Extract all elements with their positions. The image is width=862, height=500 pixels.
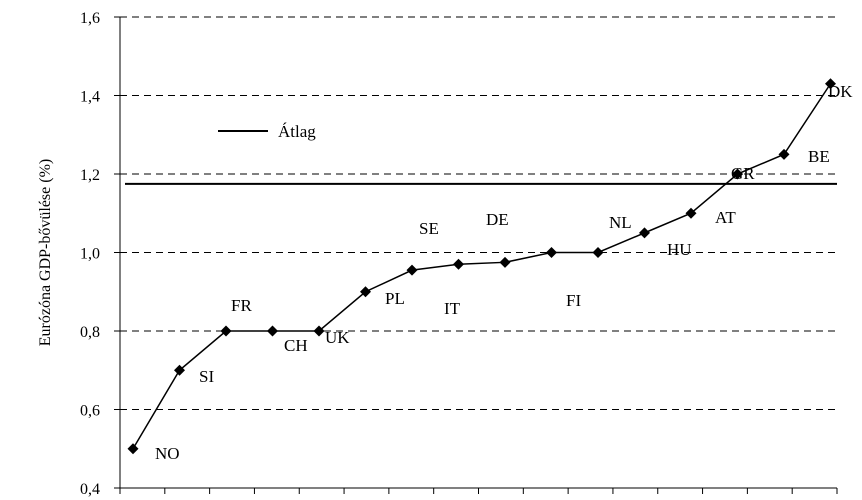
point-label-uk: UK bbox=[325, 328, 350, 347]
data-point-7 bbox=[453, 258, 464, 270]
legend-label: Átlag bbox=[278, 122, 316, 141]
data-point-2 bbox=[220, 325, 232, 337]
point-label-fi: FI bbox=[566, 291, 581, 310]
y-tick-label-0: 0,4 bbox=[80, 481, 100, 498]
data-point-6 bbox=[406, 264, 418, 276]
point-label-de: DE bbox=[486, 210, 509, 229]
y-tick-label-5: 1,4 bbox=[80, 89, 100, 106]
point-label-gr: GR bbox=[731, 164, 755, 183]
point-label-fr: FR bbox=[231, 296, 252, 315]
data-point-12 bbox=[685, 207, 697, 219]
point-label-ch: CH bbox=[284, 336, 308, 355]
y-tick-label-3: 1,0 bbox=[80, 246, 100, 263]
data-point-5 bbox=[360, 286, 371, 298]
data-point-1 bbox=[174, 364, 185, 376]
point-label-no: NO bbox=[155, 444, 180, 463]
data-point-3 bbox=[267, 325, 278, 337]
y-tick-label-2: 0,8 bbox=[80, 324, 100, 341]
data-point-4 bbox=[313, 325, 325, 337]
series-line bbox=[132, 83, 832, 450]
y-tick-label-4: 1,2 bbox=[80, 167, 100, 184]
point-label-dk: DK bbox=[828, 82, 853, 101]
data-point-11 bbox=[639, 227, 650, 239]
point-label-pl: PL bbox=[385, 289, 405, 308]
point-label-be: BE bbox=[808, 147, 830, 166]
y-axis-title: Eurózóna GDP-bővülése (%) bbox=[37, 159, 54, 347]
data-point-13 bbox=[732, 168, 743, 180]
data-point-10 bbox=[592, 247, 604, 258]
data-point-14 bbox=[778, 148, 790, 160]
data-point-9 bbox=[546, 247, 557, 258]
data-point-15 bbox=[825, 78, 836, 90]
y-tick-label-6: 1,6 bbox=[80, 10, 100, 27]
point-label-hu: HU bbox=[667, 240, 692, 259]
data-point-0 bbox=[127, 443, 139, 455]
point-label-se: SE bbox=[419, 219, 439, 238]
y-tick-label-1: 0,6 bbox=[80, 403, 100, 420]
point-label-at: AT bbox=[715, 208, 736, 227]
data-point-8 bbox=[499, 256, 511, 268]
point-label-si: SI bbox=[199, 367, 214, 386]
point-label-it: IT bbox=[444, 299, 461, 318]
point-label-nl: NL bbox=[609, 213, 632, 232]
